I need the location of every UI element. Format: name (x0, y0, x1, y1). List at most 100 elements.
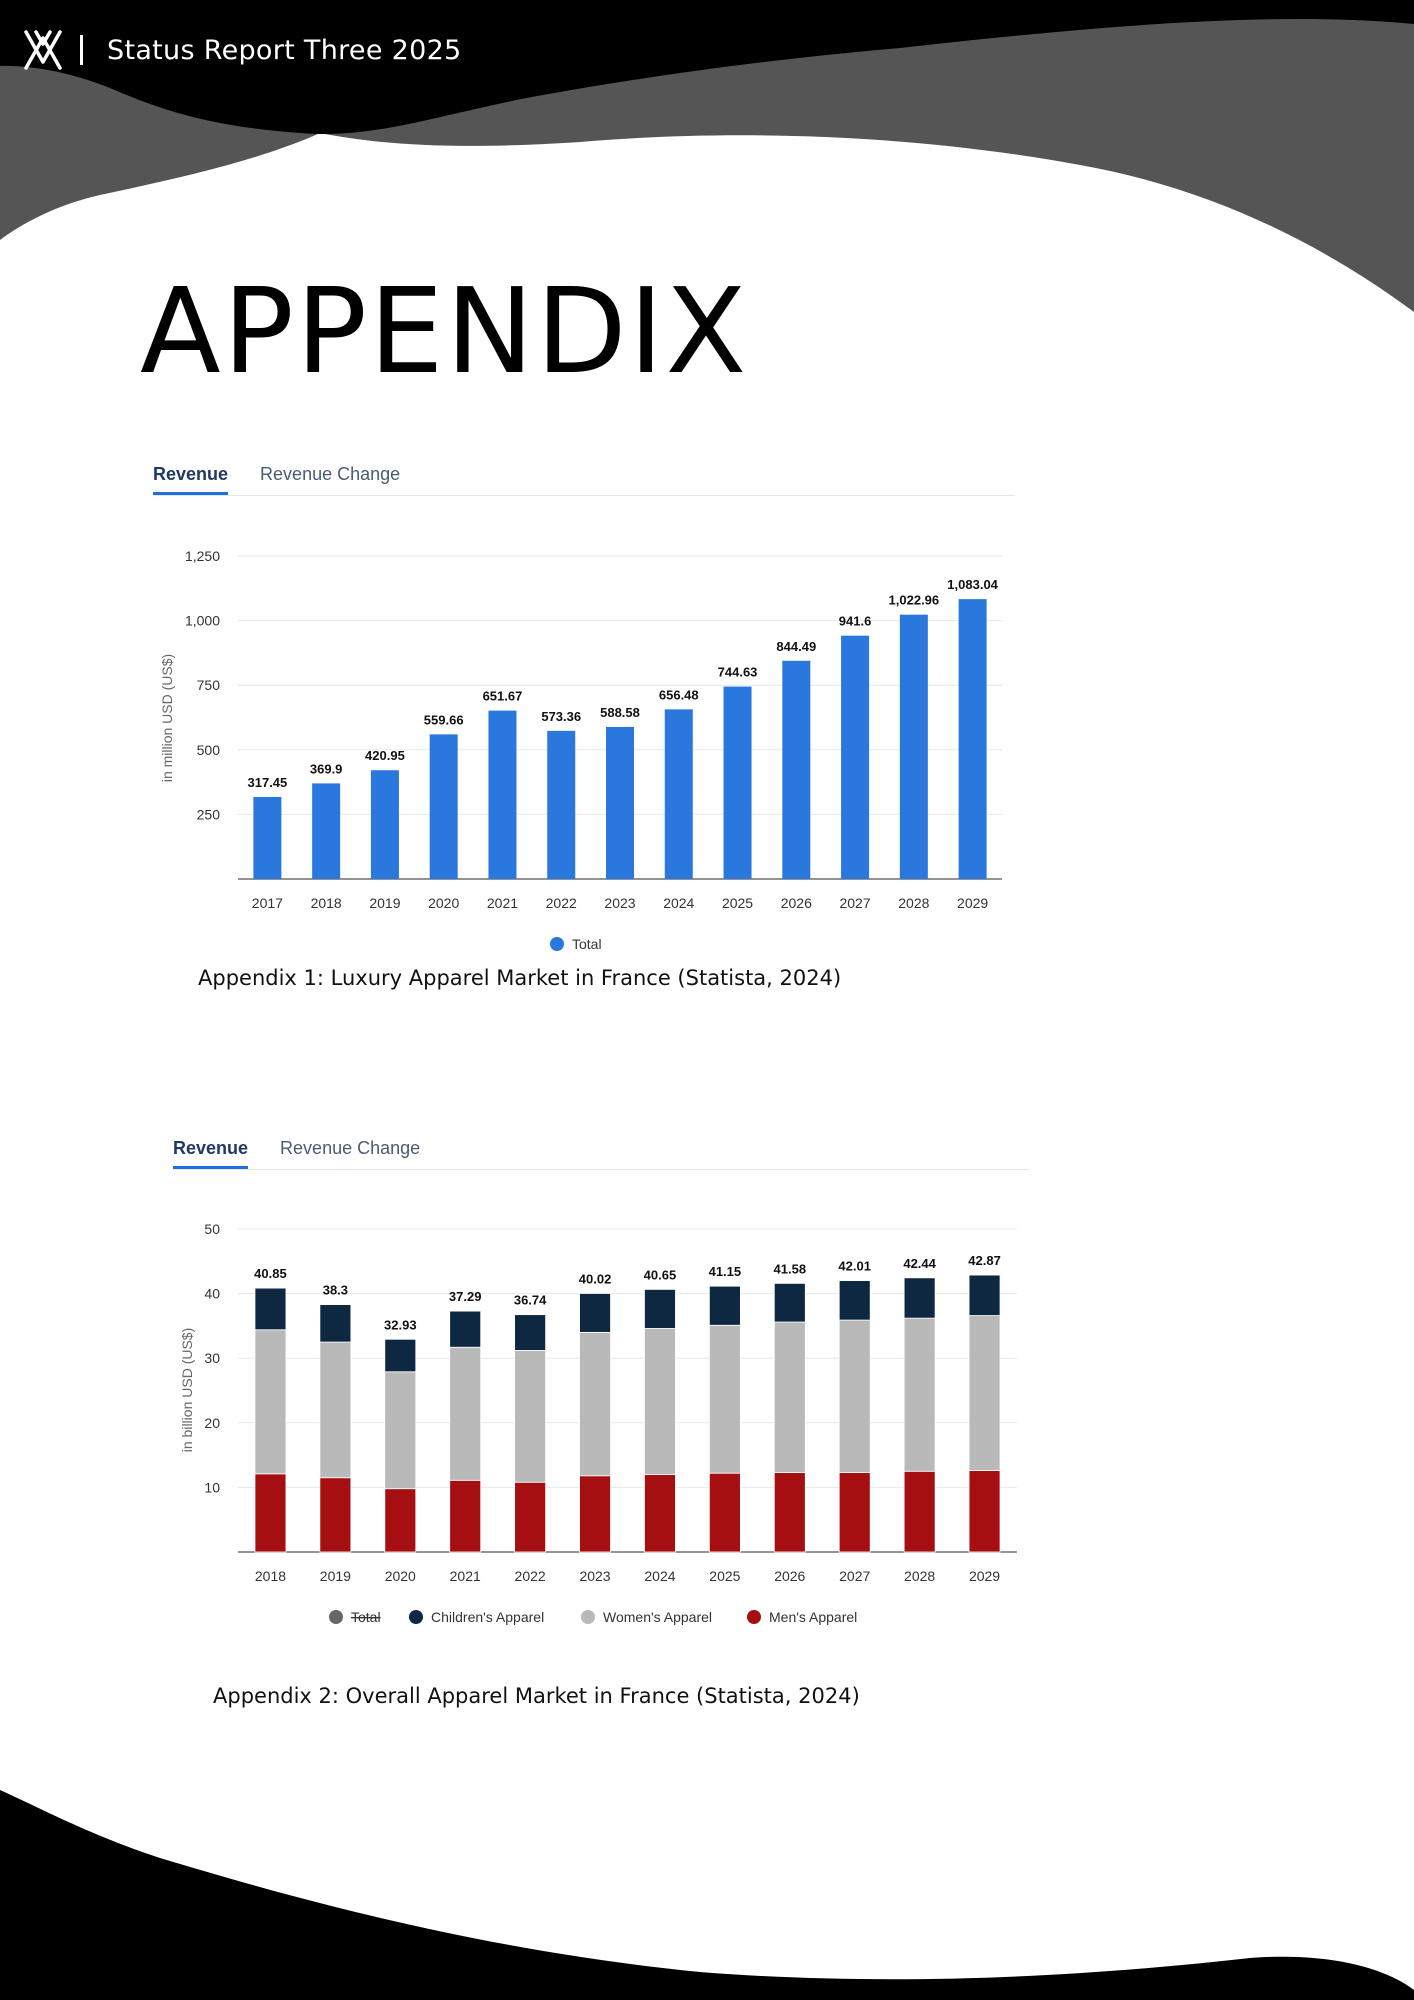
chart2-y-tick-label: 10 (204, 1479, 220, 1495)
footer-black-wave (0, 1790, 1414, 2000)
chart1-y-tick-label: 500 (197, 742, 221, 758)
chart2-bar-segment (838, 1319, 871, 1473)
chart2-bar-segment (968, 1315, 1001, 1472)
chart1-x-tick-label: 2022 (546, 895, 577, 911)
chart2-bar-segment (838, 1280, 871, 1321)
chart1-bar (312, 783, 341, 879)
chart2-bar-segment (449, 1479, 482, 1553)
chart2-total-label: 40.02 (579, 1271, 612, 1286)
chart2-bar-segment (903, 1470, 936, 1553)
chart2-bar-segment (319, 1477, 352, 1553)
chart2-bar-segment (579, 1331, 611, 1477)
chart2-tabs: Revenue Revenue Change (173, 1138, 1030, 1170)
chart1-x-tick-label: 2018 (311, 895, 342, 911)
chart2-bar-segment (903, 1277, 936, 1319)
chart2-bar-segment (384, 1371, 417, 1490)
chart2-bar-segment (968, 1274, 1001, 1316)
chart1-x-tick-label: 2024 (663, 895, 694, 911)
header-title: Status Report Three 2025 (107, 34, 462, 66)
chart1-y-tick-label: 250 (197, 806, 221, 822)
chart1-bar (429, 734, 458, 879)
chart2-legend-marker (329, 1610, 343, 1624)
chart1-x-tick-label: 2021 (487, 895, 518, 911)
chart1-bar (841, 635, 870, 879)
chart2-bar-segment (579, 1293, 611, 1333)
chart2-caption: Appendix 2: Overall Apparel Market in Fr… (213, 1684, 860, 1708)
chart1-bar (723, 686, 752, 879)
chart2-x-tick-label: 2020 (385, 1568, 416, 1584)
chart2-x-tick-label: 2027 (839, 1568, 870, 1584)
chart1-x-tick-label: 2017 (252, 895, 283, 911)
chart1-data-label: 573.36 (541, 709, 581, 724)
chart1-x-tick-label: 2025 (722, 895, 753, 911)
chart2-bar-segment (773, 1282, 806, 1323)
chart1-legend-label: Total (572, 936, 602, 952)
chart1-tabs: Revenue Revenue Change (153, 464, 1015, 496)
chart2-bar-segment (254, 1329, 287, 1475)
chart2-bar-segment (644, 1328, 676, 1475)
chart2-bar-segment (384, 1338, 417, 1373)
chart1-tab-revenue[interactable]: Revenue (153, 464, 229, 495)
chart2-x-tick-label: 2025 (709, 1568, 740, 1584)
chart2-x-tick-label: 2028 (904, 1568, 935, 1584)
chart2-y-axis-label: in billion USD (US$) (179, 1328, 195, 1452)
chart1-x-tick-label: 2026 (781, 895, 812, 911)
chart2-bar-segment (254, 1473, 287, 1553)
brand-logo-icon (24, 30, 62, 70)
chart1-y-tick-label: 1,250 (185, 548, 220, 564)
page-title: APPENDIX (140, 262, 749, 400)
chart2-total-label: 42.01 (838, 1259, 871, 1274)
chart1-data-label: 420.95 (365, 748, 405, 763)
chart2-bar-segment (708, 1472, 741, 1553)
chart1-x-tick-label: 2019 (369, 895, 400, 911)
chart1-data-label: 656.48 (659, 687, 699, 702)
chart1-data-label: 317.45 (248, 775, 288, 790)
chart2-bar-segment (579, 1475, 611, 1553)
chart2-x-tick-label: 2019 (320, 1568, 351, 1584)
chart1-data-label: 369.9 (310, 761, 343, 776)
chart1-y-tick-label: 750 (197, 677, 221, 693)
chart2-legend-label: Women's Apparel (603, 1609, 712, 1625)
chart2-bar-segment (708, 1285, 741, 1326)
chart1-data-label: 588.58 (600, 705, 640, 720)
chart1-bar (488, 710, 517, 879)
chart2-x-tick-label: 2018 (255, 1568, 286, 1584)
chart1-bar (958, 599, 987, 879)
chart1-data-label: 844.49 (776, 639, 816, 654)
chart2-y-tick-label: 30 (204, 1350, 220, 1366)
chart2-tab-revenue-change[interactable]: Revenue Change (280, 1138, 421, 1158)
chart2-bar-segment (903, 1317, 936, 1472)
chart2-x-tick-label: 2022 (515, 1568, 546, 1584)
chart2-total-label: 40.65 (644, 1267, 677, 1282)
chart2-legend-marker (581, 1610, 595, 1624)
chart2-total-label: 42.87 (968, 1253, 1001, 1268)
chart1-bar (547, 730, 576, 879)
chart2-bar-segment (514, 1350, 547, 1483)
header-divider (80, 35, 83, 65)
chart2-total-label: 38.3 (323, 1283, 348, 1298)
chart1-caption: Appendix 1: Luxury Apparel Market in Fra… (198, 966, 842, 990)
chart2-overall-apparel-revenue: 10 20 30 40 50 in billion USD (US$) 40.85 2018 3… (179, 1221, 1017, 1625)
chart2-total-label: 36.74 (514, 1293, 547, 1308)
chart1-x-tick-label: 2029 (957, 895, 988, 911)
chart1-tab-revenue-change[interactable]: Revenue Change (260, 464, 401, 484)
chart2-bar-segment (644, 1474, 676, 1553)
chart2-bar-segment (773, 1321, 806, 1473)
chart2-x-tick-label: 2026 (774, 1568, 805, 1584)
chart2-bar-segment (838, 1472, 871, 1553)
chart2-bar-segment (254, 1287, 287, 1331)
chart1-bar (606, 726, 634, 879)
chart2-bar-segment (319, 1341, 352, 1479)
chart2-tab-revenue[interactable]: Revenue (173, 1138, 249, 1169)
chart2-x-tick-label: 2029 (969, 1568, 1000, 1584)
chart2-bar-segment (708, 1324, 741, 1474)
chart2-y-tick-label: 50 (204, 1221, 220, 1237)
chart1-y-axis-label: in million USD (US$) (159, 654, 175, 782)
chart2-bar-segment (449, 1310, 482, 1348)
chart2-y-tick-label: 40 (204, 1286, 220, 1302)
chart2-total-label: 37.29 (449, 1289, 482, 1304)
chart1-bar (782, 660, 811, 879)
chart1-y-tick-label: 1,000 (185, 613, 220, 629)
chart2-bar-segment (644, 1289, 676, 1329)
